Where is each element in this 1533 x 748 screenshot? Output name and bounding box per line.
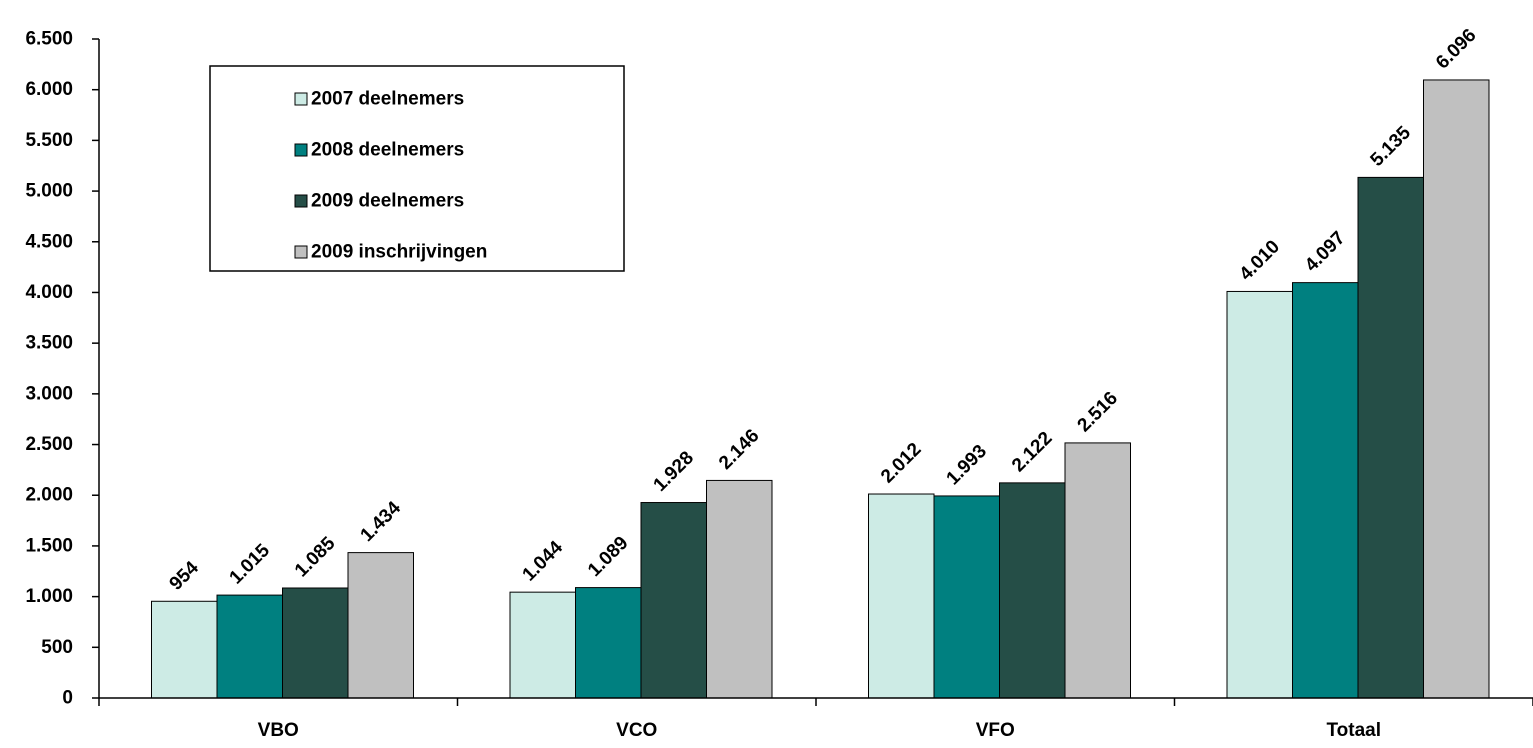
y-tick-label: 3.500 (25, 333, 73, 354)
bar (934, 496, 1000, 698)
data-label: 4.010 (1236, 236, 1284, 284)
bar (152, 601, 218, 698)
y-tick-label: 4.500 (25, 231, 73, 252)
y-tick-label: 6.500 (25, 29, 73, 50)
data-label: 1.434 (357, 497, 406, 546)
y-tick-label: 1.000 (25, 586, 73, 607)
data-label: 6.096 (1432, 25, 1480, 73)
y-tick-label: 2.500 (25, 434, 73, 455)
y-tick-labels: 0 500 1.000 1.500 2.000 2.500 3.000 3.500 4.000 4… (25, 29, 73, 709)
y-tick-label: 5.500 (25, 130, 73, 151)
y-tick-label: 2.000 (25, 485, 73, 506)
legend-swatch (295, 195, 307, 207)
bar (217, 595, 283, 698)
bar (641, 503, 707, 698)
y-tick-label: 1.500 (25, 535, 73, 556)
bar (576, 588, 642, 698)
bar (348, 553, 414, 698)
legend-label: 2009 deelnemers (311, 191, 464, 212)
bar (510, 592, 576, 698)
bar (1424, 80, 1490, 698)
y-tick-label: 3.000 (25, 383, 73, 404)
y-tick-label: 0 (62, 688, 73, 709)
legend-label: 2008 deelnemers (311, 140, 464, 161)
data-label: 4.097 (1301, 228, 1349, 276)
legend-swatch (295, 144, 307, 156)
data-label: 1.928 (650, 447, 698, 495)
y-tick-label: 5.000 (25, 181, 73, 202)
bar (1000, 483, 1066, 698)
bar (869, 494, 935, 698)
legend-swatch (295, 246, 307, 258)
data-label: 1.085 (291, 533, 340, 582)
bar (1227, 291, 1293, 698)
data-label: 2.122 (1008, 428, 1056, 476)
data-label: 1.044 (519, 537, 568, 586)
data-label: 1.089 (584, 533, 632, 581)
bar (707, 480, 773, 698)
legend-label: 2007 deelnemers (311, 89, 464, 110)
x-tick-label: VFO (976, 720, 1015, 741)
legend-swatch (295, 93, 307, 105)
bar (1065, 443, 1131, 698)
legend-label: 2009 inschrijvingen (311, 242, 487, 263)
x-tick-labels: VBO VCO VFO Totaal (258, 720, 1381, 741)
data-label: 5.135 (1367, 122, 1416, 171)
x-tick-label: Totaal (1326, 720, 1381, 741)
data-label: 2.516 (1074, 388, 1122, 436)
data-label: 2.012 (877, 439, 925, 487)
y-tick-label: 6.000 (25, 79, 73, 100)
bar (1358, 177, 1424, 698)
bar (283, 588, 349, 698)
legend: 2007 deelnemers 2008 deelnemers 2009 deeln… (210, 66, 624, 271)
x-tick-label: VCO (616, 720, 657, 741)
data-label: 2.146 (715, 425, 763, 473)
data-label: 954 (166, 557, 204, 595)
x-tick-label: VBO (258, 720, 299, 741)
data-label: 1.015 (226, 540, 275, 589)
y-tick-label: 4.000 (25, 282, 73, 303)
y-tick-label: 500 (41, 637, 73, 658)
bar (1293, 283, 1359, 698)
data-label: 1.993 (943, 441, 991, 489)
